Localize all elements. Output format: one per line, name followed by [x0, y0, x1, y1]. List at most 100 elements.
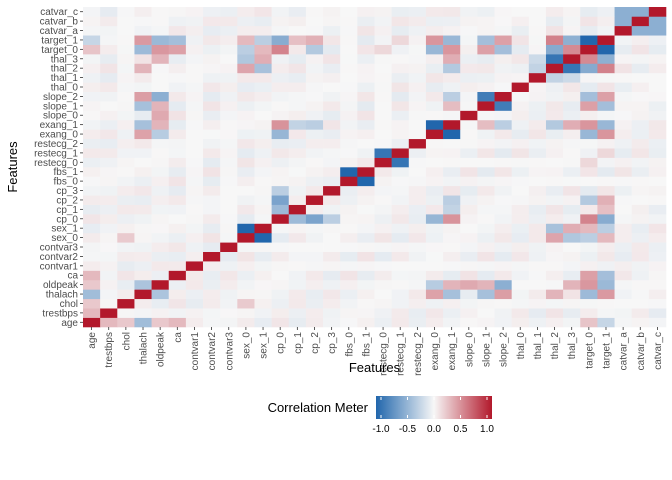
- heatmap-cell-target_1-ca: [168, 35, 187, 45]
- heatmap-cell-contvar1-trestbps: [100, 261, 118, 271]
- heatmap-cell-fbs_1-catvar_c: [648, 167, 667, 177]
- heatmap-cell-slope_1-contvar2: [203, 101, 221, 111]
- heatmap-cell-chol-sex_0: [237, 298, 255, 309]
- heatmap-cell-restecg_2-restecg_2: [408, 138, 427, 149]
- heatmap-cell-sex_0-cp_3: [323, 232, 341, 243]
- heatmap-cell-catvar_b-fbs_1: [357, 16, 375, 27]
- heatmap-cell-restecg_2-sex_0: [237, 138, 255, 149]
- heatmap-cell-oldpeak-cp_1: [288, 279, 307, 290]
- heatmap-cell-ca-exang_1: [443, 270, 461, 281]
- heatmap-cell-fbs_1-oldpeak: [151, 167, 170, 177]
- heatmap-cell-restecg_2-exang_0: [425, 138, 444, 149]
- heatmap-cell-exang_0-thal_1: [528, 129, 547, 140]
- heatmap-cell-thal_3-thal_0: [511, 54, 530, 64]
- heatmap-cell-ca-trestbps: [100, 270, 118, 281]
- heatmap-cell-contvar2-thal_3: [563, 251, 581, 262]
- heatmap-cell-slope_0-ca: [168, 110, 187, 121]
- heatmap-cell-restecg_2-catvar_c: [648, 138, 667, 149]
- heatmap-cell-slope_0-restecg_2: [408, 110, 427, 121]
- heatmap-cell-contvar2-thal_2: [545, 251, 564, 262]
- heatmap-cell-restecg_1-target_1: [597, 148, 615, 158]
- heatmap-cell-thal_3-ca: [168, 54, 187, 64]
- heatmap-cell-restecg_2-target_1: [597, 138, 615, 149]
- heatmap-cell-cp_1-thal_1: [528, 204, 547, 215]
- heatmap-cell-restecg_2-cp_3: [323, 138, 341, 149]
- heatmap-cell-catvar_b-cp_2: [305, 16, 324, 27]
- heatmap-cell-fbs_0-catvar_a: [614, 176, 633, 187]
- heatmap-cell-exang_0-chol: [117, 129, 135, 140]
- x-tick-label: catvar_c: [653, 332, 664, 370]
- heatmap-cell-slope_1-cp_0: [271, 101, 290, 111]
- heatmap-cell-contvar1-fbs_0: [340, 261, 358, 271]
- x-tick-label: catvar_a: [619, 332, 630, 371]
- heatmap-cell-slope_1-oldpeak: [151, 101, 170, 111]
- heatmap-cell-catvar_b-trestbps: [100, 16, 118, 27]
- heatmap-cell-restecg_2-contvar3: [220, 138, 238, 149]
- heatmap-cell-trestbps-thal_2: [545, 308, 564, 318]
- heatmap-cell-thal_2-target_0: [580, 63, 598, 74]
- heatmap-cell-cp_1-cp_0: [271, 204, 290, 215]
- heatmap-cell-ca-cp_0: [271, 270, 290, 281]
- heatmap-cell-slope_2-sex_0: [237, 91, 255, 102]
- heatmap-cell-restecg_0-slope_0: [460, 157, 478, 168]
- heatmap-cell-cp_1-slope_0: [460, 204, 478, 215]
- heatmap-cell-oldpeak-catvar_c: [648, 279, 667, 290]
- heatmap-cell-contvar2-catvar_c: [648, 251, 667, 262]
- heatmap-cell-contvar3-contvar2: [203, 242, 221, 252]
- heatmap-cell-sex_1-contvar2: [203, 223, 221, 234]
- heatmap-cell-catvar_c-slope_0: [460, 7, 478, 17]
- heatmap-cell-exang_1-cp_0: [271, 119, 290, 130]
- heatmap-cell-slope_1-age: [83, 101, 101, 111]
- heatmap-cell-thal_1-chol: [117, 72, 135, 83]
- heatmap-cell-cp_3-contvar2: [203, 185, 221, 196]
- heatmap-cell-age-cp_3: [323, 317, 341, 328]
- heatmap-cell-target_1-sex_1: [254, 35, 272, 45]
- heatmap-cell-age-slope_0: [460, 317, 478, 328]
- heatmap-cell-cp_1-cp_2: [305, 204, 324, 215]
- heatmap-cell-restecg_0-slope_1: [477, 157, 495, 168]
- heatmap-cell-chol-cp_1: [288, 298, 307, 309]
- heatmap-cell-sex_0-cp_2: [305, 232, 324, 243]
- heatmap-cell-oldpeak-oldpeak: [151, 279, 170, 290]
- heatmap-cell-catvar_b-slope_1: [477, 16, 495, 27]
- heatmap-cell-catvar_a-fbs_1: [357, 25, 375, 36]
- legend: Correlation Meter -1.0 -0.5 0.0 0.5 1.0: [268, 396, 494, 435]
- heatmap-cell-exang_0-contvar2: [203, 129, 221, 140]
- heatmap-cell-target_0-slope_1: [477, 44, 495, 55]
- heatmap-cell-contvar2-age: [83, 251, 101, 262]
- heatmap-cell-cp_3-catvar_a: [614, 185, 633, 196]
- heatmap-cell-contvar2-target_0: [580, 251, 598, 262]
- heatmap-cell-oldpeak-trestbps: [100, 279, 118, 290]
- heatmap-cell-slope_1-exang_1: [443, 101, 461, 111]
- heatmap-cell-cp_0-age: [83, 214, 101, 224]
- heatmap-cell-restecg_2-fbs_1: [357, 138, 375, 149]
- heatmap-cell-chol-catvar_c: [648, 298, 667, 309]
- heatmap-cell-restecg_2-cp_1: [288, 138, 307, 149]
- heatmap-cell-thal_2-cp_1: [288, 63, 307, 74]
- heatmap-cell-cp_3-contvar3: [220, 185, 238, 196]
- heatmap-cell-catvar_a-thal_3: [563, 25, 581, 36]
- heatmap-cell-contvar1-oldpeak: [151, 261, 170, 271]
- heatmap-cell-catvar_c-fbs_0: [340, 7, 358, 17]
- heatmap-cell-catvar_a-slope_0: [460, 25, 478, 36]
- heatmap-cell-oldpeak-target_1: [597, 279, 615, 290]
- heatmap-cell-restecg_1-target_0: [580, 148, 598, 158]
- heatmap-cell-exang_1-cp_1: [288, 119, 307, 130]
- heatmap-cell-slope_2-cp_1: [288, 91, 307, 102]
- heatmap-cell-slope_2-age: [83, 91, 101, 102]
- heatmap-cell-oldpeak-contvar3: [220, 279, 238, 290]
- heatmap-cell-sex_0-slope_1: [477, 232, 495, 243]
- heatmap-cell-oldpeak-thal_3: [563, 279, 581, 290]
- heatmap-cell-thal_0-age: [83, 82, 101, 92]
- heatmap-cell-catvar_b-restecg_2: [408, 16, 427, 27]
- heatmap-cell-cp_1-thal_3: [563, 204, 581, 215]
- heatmap-cell-thal_1-target_1: [597, 72, 615, 83]
- heatmap-cell-thalach-exang_0: [425, 289, 444, 300]
- heatmap-cell-catvar_c-fbs_1: [357, 7, 375, 17]
- heatmap-cell-fbs_1-contvar1: [185, 167, 204, 177]
- heatmap-cell-fbs_0-slope_2: [494, 176, 512, 187]
- heatmap-cell-thal_0-sex_1: [254, 82, 272, 92]
- heatmap-cell-fbs_1-ca: [168, 167, 187, 177]
- heatmap-cell-thal_3-catvar_a: [614, 54, 633, 64]
- heatmap-cell-catvar_a-thal_1: [528, 25, 547, 36]
